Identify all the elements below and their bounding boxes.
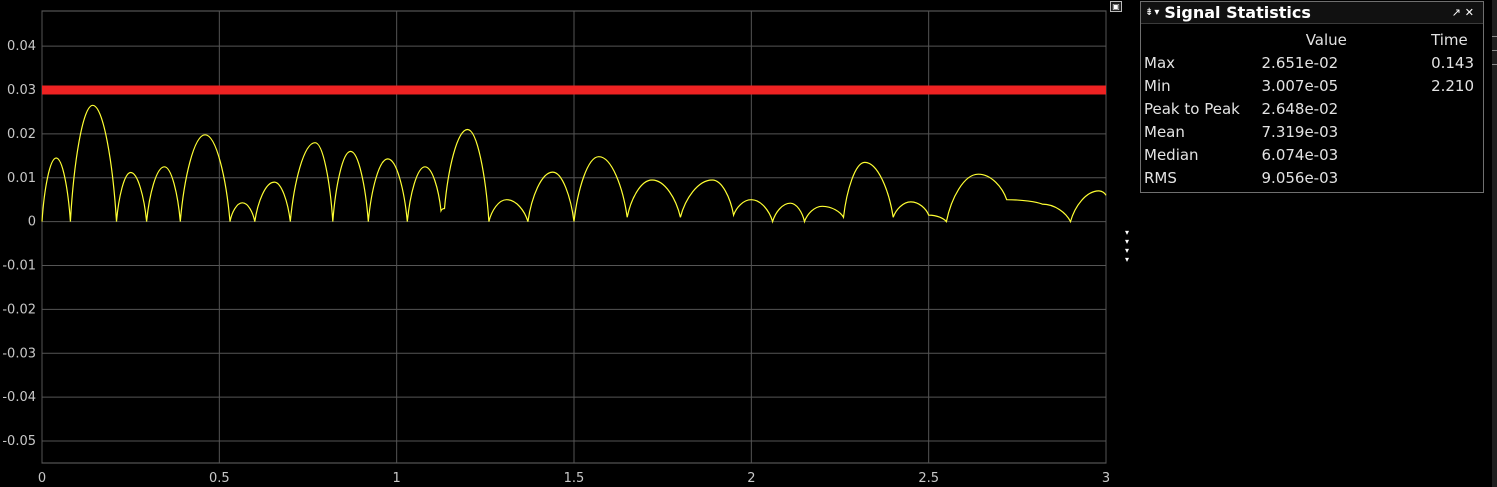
plot-grid [41, 10, 1107, 464]
scope-display[interactable]: 0.04 0.03 0.02 0.01 0 -0.01 -0.02 -0.03 -0.04 -0.… [0, 0, 1135, 487]
stats-row-time [1431, 143, 1483, 166]
stats-row-mean: Mean 7.319e-03 [1141, 120, 1483, 143]
stats-row-time: 2.210 [1431, 76, 1475, 95]
stats-row-value: 2.651e-02 [1261, 53, 1339, 72]
stats-header-row: Value Time [1141, 28, 1483, 51]
signal-statistics-panel: ⇟▾ Signal Statistics ↗✕ Value Time Max 2… [1140, 1, 1484, 193]
stats-header-value: Value [1305, 30, 1347, 49]
stats-row-label: Peak to Peak [1144, 99, 1240, 118]
x-tick-label: 1 [393, 471, 401, 486]
stats-row-time [1431, 120, 1483, 143]
y-tick-label: -0.03 [2, 346, 36, 361]
stats-row-label: Min [1144, 76, 1171, 95]
y-tick-label: 0.04 [7, 39, 36, 54]
x-tick-label: 1.5 [564, 471, 585, 486]
undock-panel-icon[interactable]: ↗ [1451, 6, 1465, 19]
stats-panel-titlebar: ⇟▾ Signal Statistics ↗✕ [1141, 2, 1483, 24]
y-tick-label: 0 [28, 215, 36, 230]
scrollbar-tick [1492, 50, 1497, 51]
stats-row-min: Min 3.007e-05 2.210 [1141, 74, 1483, 97]
y-tick-label: -0.02 [2, 302, 36, 317]
signal-plot[interactable]: 0.04 0.03 0.02 0.01 0 -0.01 -0.02 -0.03 -0.04 -0.… [0, 0, 1135, 487]
y-tick-label: 0.02 [7, 127, 36, 142]
x-tick-label: 0 [38, 471, 46, 486]
y-tick-label: 0.03 [7, 83, 36, 98]
stats-row-value: 3.007e-05 [1261, 76, 1339, 95]
stats-row-time [1431, 97, 1483, 120]
close-panel-icon[interactable]: ✕ [1464, 6, 1478, 19]
panel-window-controls: ↗✕ [1452, 6, 1478, 19]
axis-ticks: 0.04 0.03 0.02 0.01 0 -0.01 -0.02 -0.03 -0.04 -0.… [2, 39, 1110, 486]
stats-row-time: 0.143 [1431, 53, 1475, 72]
stats-row-max: Max 2.651e-02 0.143 [1141, 51, 1483, 74]
stats-row-median: Median 6.074e-03 [1141, 143, 1483, 166]
stats-row-value: 2.648e-02 [1261, 99, 1339, 118]
stats-panel-title: Signal Statistics [1164, 3, 1311, 22]
stats-row-label: Median [1144, 145, 1199, 164]
signal-series-line [41, 104, 1107, 224]
scrollbar-tick [1492, 36, 1497, 37]
y-tick-label: 0.01 [7, 171, 36, 186]
x-tick-label: 2.5 [918, 471, 939, 486]
y-tick-label: -0.01 [2, 259, 36, 274]
x-tick-label: 3 [1102, 471, 1110, 486]
panel-menu-icon[interactable]: ⇟▾ [1145, 7, 1161, 18]
stats-row-label: Max [1144, 53, 1176, 72]
stats-row-label: RMS [1144, 168, 1177, 187]
x-tick-label: 2 [747, 471, 755, 486]
stats-row-label: Mean [1144, 122, 1185, 141]
stats-row-value: 7.319e-03 [1261, 122, 1339, 141]
panel-collapse-handle-icon[interactable]: ▾ ▾ ▾ ▾ [1124, 228, 1129, 264]
stats-table: Value Time Max 2.651e-02 0.143 Min 3.007… [1141, 28, 1483, 189]
y-tick-label: -0.04 [2, 390, 36, 405]
stats-row-rms: RMS 9.056e-03 [1141, 166, 1483, 189]
y-tick-label: -0.05 [2, 434, 36, 449]
scrollbar-strip[interactable] [1492, 0, 1497, 487]
stats-row-peak-to-peak: Peak to Peak 2.648e-02 [1141, 97, 1483, 120]
stats-row-value: 6.074e-03 [1261, 145, 1339, 164]
x-tick-label: 0.5 [209, 471, 230, 486]
plot-series [41, 85, 1107, 224]
stats-header-time: Time [1431, 30, 1468, 49]
scrollbar-tick [1492, 64, 1497, 65]
stats-row-time [1431, 166, 1483, 189]
stats-row-value: 9.056e-03 [1261, 168, 1339, 187]
undock-icon[interactable]: ▣ [1110, 1, 1122, 12]
stats-header-label [1141, 28, 1262, 51]
